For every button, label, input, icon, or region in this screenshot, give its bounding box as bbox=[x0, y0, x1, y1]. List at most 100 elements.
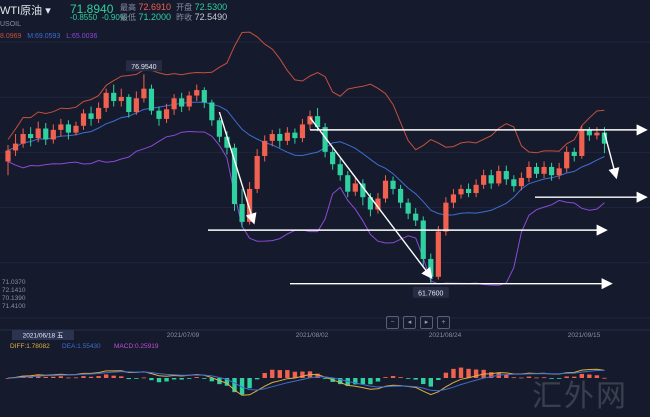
macd-bar bbox=[511, 377, 517, 379]
macd-bar bbox=[66, 377, 71, 379]
macd-bar bbox=[224, 378, 230, 386]
macd-bar bbox=[405, 378, 411, 379]
candle-body bbox=[375, 198, 381, 210]
macd-bar bbox=[436, 378, 441, 380]
symbol-title[interactable]: WTI原油 ▾ bbox=[0, 5, 51, 17]
candle-body bbox=[526, 166, 532, 178]
candle-body bbox=[473, 184, 479, 194]
upper-band-line bbox=[7, 31, 605, 154]
macd-bar bbox=[254, 378, 260, 380]
candle-body bbox=[458, 188, 464, 195]
macd-bar bbox=[526, 376, 532, 378]
candle-body bbox=[571, 151, 577, 156]
candle-body bbox=[292, 132, 298, 139]
date-cursor-bg bbox=[12, 330, 74, 340]
macd-bar bbox=[179, 378, 184, 380]
macd-bar bbox=[315, 373, 320, 378]
mid-band-line bbox=[7, 101, 605, 216]
macd-bar bbox=[519, 377, 524, 379]
candle-body bbox=[435, 231, 441, 277]
trend-arrow bbox=[603, 132, 620, 180]
trend-arrow bbox=[218, 111, 257, 225]
candle-body bbox=[398, 188, 404, 203]
candle-body bbox=[163, 109, 170, 119]
macd-bar bbox=[202, 378, 207, 379]
candle-body bbox=[601, 132, 608, 144]
macd-bar bbox=[383, 377, 388, 378]
macd-bar bbox=[119, 376, 124, 378]
trough-label-bg bbox=[412, 286, 449, 298]
candle-body bbox=[413, 213, 419, 221]
macd-bar bbox=[292, 371, 298, 378]
candle-body bbox=[284, 132, 290, 141]
candle-body bbox=[43, 128, 49, 140]
macd-bar bbox=[262, 372, 267, 378]
candle-body bbox=[465, 188, 472, 194]
last-price: 71.8940 bbox=[70, 2, 114, 16]
macd-bar bbox=[398, 377, 403, 378]
candle-body bbox=[481, 175, 487, 185]
macd-bar bbox=[58, 376, 64, 378]
macd-value-legend: MACD:0.25919 bbox=[114, 343, 159, 350]
candle-body bbox=[345, 175, 351, 192]
macd-bar bbox=[156, 378, 162, 383]
macd-bar bbox=[345, 378, 350, 387]
candle-body bbox=[556, 168, 562, 176]
macd-bar bbox=[390, 376, 396, 378]
prev-icon[interactable]: ◂ bbox=[403, 316, 416, 329]
candle-body bbox=[88, 113, 94, 119]
macd-bar bbox=[43, 376, 48, 378]
candle-body bbox=[488, 175, 494, 184]
candle-body bbox=[111, 92, 117, 102]
macd-diff-legend: DIFF:1.78082 bbox=[10, 343, 50, 350]
macd-bar bbox=[421, 378, 426, 385]
macd-bar bbox=[534, 377, 539, 379]
macd-bar bbox=[443, 372, 449, 378]
macd-bar bbox=[239, 378, 245, 395]
macd-bar bbox=[270, 369, 275, 378]
macd-bar bbox=[285, 370, 290, 378]
candle-body bbox=[209, 102, 215, 121]
macd-bar bbox=[360, 378, 366, 385]
candle-body bbox=[564, 151, 570, 169]
candle-body bbox=[194, 90, 200, 96]
candle-body bbox=[186, 95, 192, 107]
macd-bar bbox=[171, 378, 177, 380]
macd-bar bbox=[194, 377, 199, 378]
macd-bar bbox=[247, 378, 252, 389]
macd-bar bbox=[489, 372, 494, 378]
candle-body bbox=[133, 98, 139, 113]
candle-body bbox=[254, 155, 260, 189]
candle-body bbox=[322, 127, 328, 152]
candle-body bbox=[103, 92, 109, 108]
candle-body bbox=[360, 183, 366, 198]
macd-bar bbox=[149, 378, 154, 381]
trough-label: 61.7600 bbox=[418, 290, 443, 297]
macd-bar bbox=[232, 378, 237, 393]
candle-body bbox=[58, 124, 64, 130]
macd-bar bbox=[368, 378, 373, 385]
macd-bar bbox=[541, 377, 547, 379]
next-icon[interactable]: ▸ bbox=[420, 316, 433, 329]
macd-bar bbox=[594, 375, 600, 378]
candle-body bbox=[450, 194, 457, 203]
candle-body bbox=[216, 120, 222, 137]
macd-diff-line bbox=[7, 368, 605, 396]
macd-bar bbox=[5, 378, 11, 379]
macd-bar bbox=[564, 376, 569, 378]
plus-icon[interactable]: + bbox=[437, 316, 450, 329]
macd-bar bbox=[36, 375, 41, 378]
macd-bar bbox=[579, 373, 584, 378]
candle-body bbox=[231, 147, 238, 205]
macd-bar bbox=[353, 378, 358, 385]
candle-body bbox=[518, 177, 524, 187]
candle-body bbox=[28, 134, 34, 139]
macd-bar bbox=[451, 368, 456, 378]
candle-body bbox=[405, 202, 411, 214]
candle-body bbox=[533, 166, 540, 174]
macd-bar bbox=[277, 370, 282, 378]
candle-body bbox=[496, 171, 502, 184]
minus-icon[interactable]: − bbox=[386, 316, 399, 329]
candle-body bbox=[330, 151, 336, 165]
